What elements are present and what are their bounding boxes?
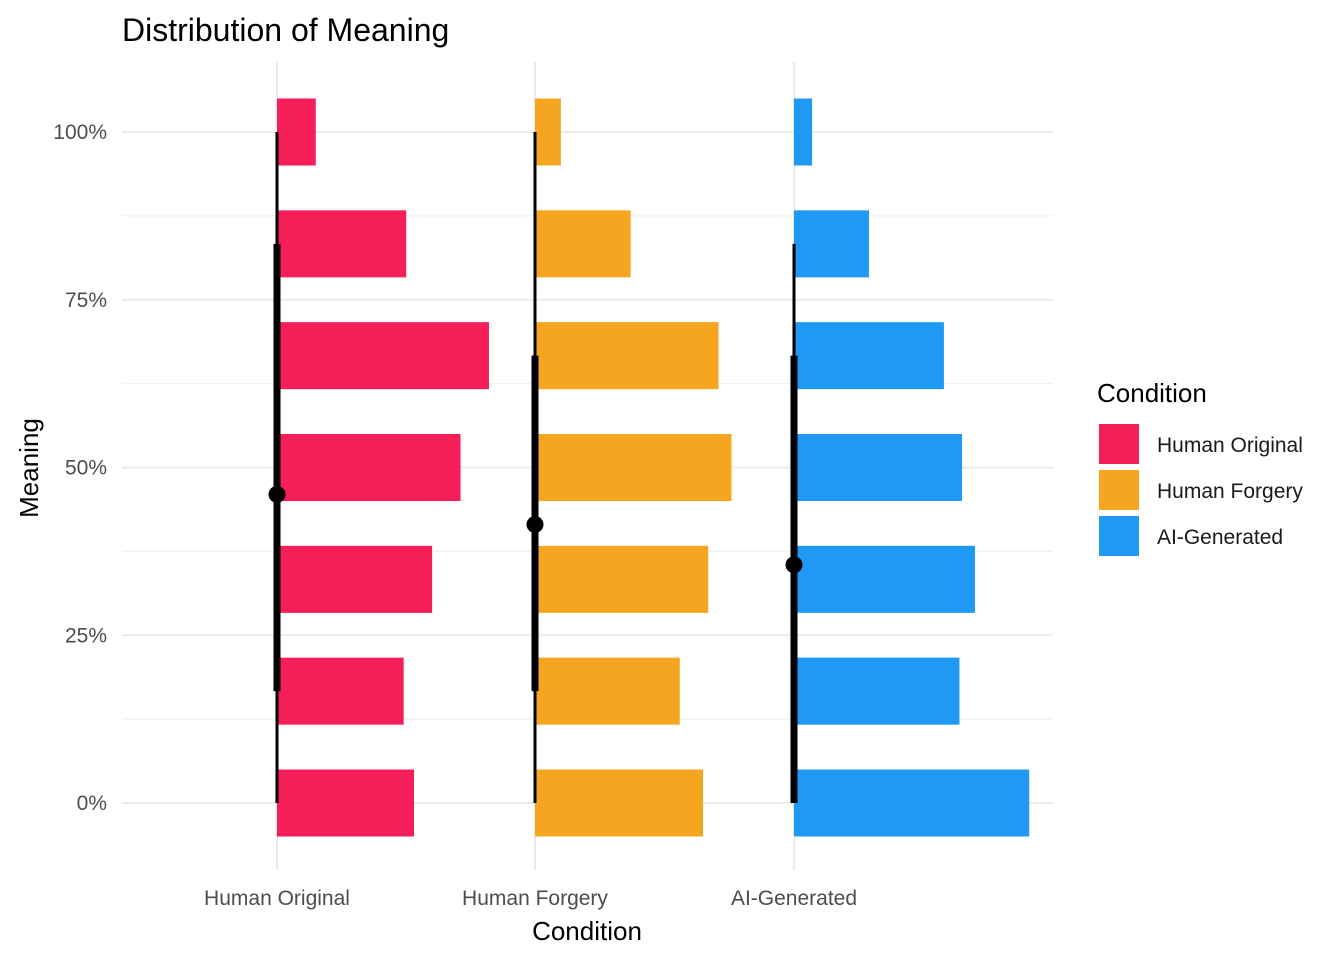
x-axis-title: Condition (532, 916, 642, 946)
point-estimate (268, 485, 286, 503)
bar (794, 545, 975, 613)
x-tick-label: AI-Generated (731, 887, 857, 910)
bar (277, 98, 316, 166)
bar (277, 545, 433, 613)
bar (794, 322, 944, 390)
y-tick-label: 0% (77, 792, 107, 815)
bar (535, 769, 704, 837)
bar (794, 769, 1030, 837)
legend-label: AI-Generated (1157, 526, 1283, 549)
bar (277, 769, 415, 837)
y-axis-title: Meaning (14, 418, 44, 518)
chart-title: Distribution of Meaning (122, 12, 449, 48)
bar (535, 657, 680, 725)
legend: Condition Human Original Human Forgery AI-… (1097, 378, 1303, 556)
legend-swatch (1099, 516, 1139, 556)
bar (535, 98, 561, 166)
legend-title: Condition (1097, 378, 1207, 408)
point-estimate (526, 516, 544, 534)
y-tick-label: 100% (53, 121, 107, 144)
x-tick-label: Human Forgery (462, 887, 608, 910)
bars (277, 98, 1030, 837)
bar (535, 434, 732, 501)
legend-swatch (1099, 424, 1139, 464)
bar (535, 210, 631, 278)
bar (277, 657, 404, 725)
bar (277, 434, 461, 501)
bar (794, 434, 963, 501)
bar (535, 322, 719, 390)
bar (535, 545, 709, 613)
point-estimate (785, 556, 803, 574)
bar (794, 98, 813, 166)
y-tick-label: 75% (65, 289, 107, 312)
bar (794, 657, 960, 725)
legend-label: Human Forgery (1157, 480, 1303, 503)
x-tick-label: Human Original (204, 887, 350, 910)
legend-label: Human Original (1157, 434, 1303, 457)
bar (277, 210, 407, 278)
legend-swatch (1099, 470, 1139, 510)
bar (277, 322, 489, 390)
y-tick-labels: 0% 25% 50% 75% 100% (53, 121, 107, 815)
y-tick-label: 50% (65, 457, 107, 480)
intervals (268, 132, 803, 803)
bar (794, 210, 869, 278)
y-tick-label: 25% (65, 624, 107, 647)
x-tick-labels: Human Original Human Forgery AI-Generated (204, 887, 857, 910)
